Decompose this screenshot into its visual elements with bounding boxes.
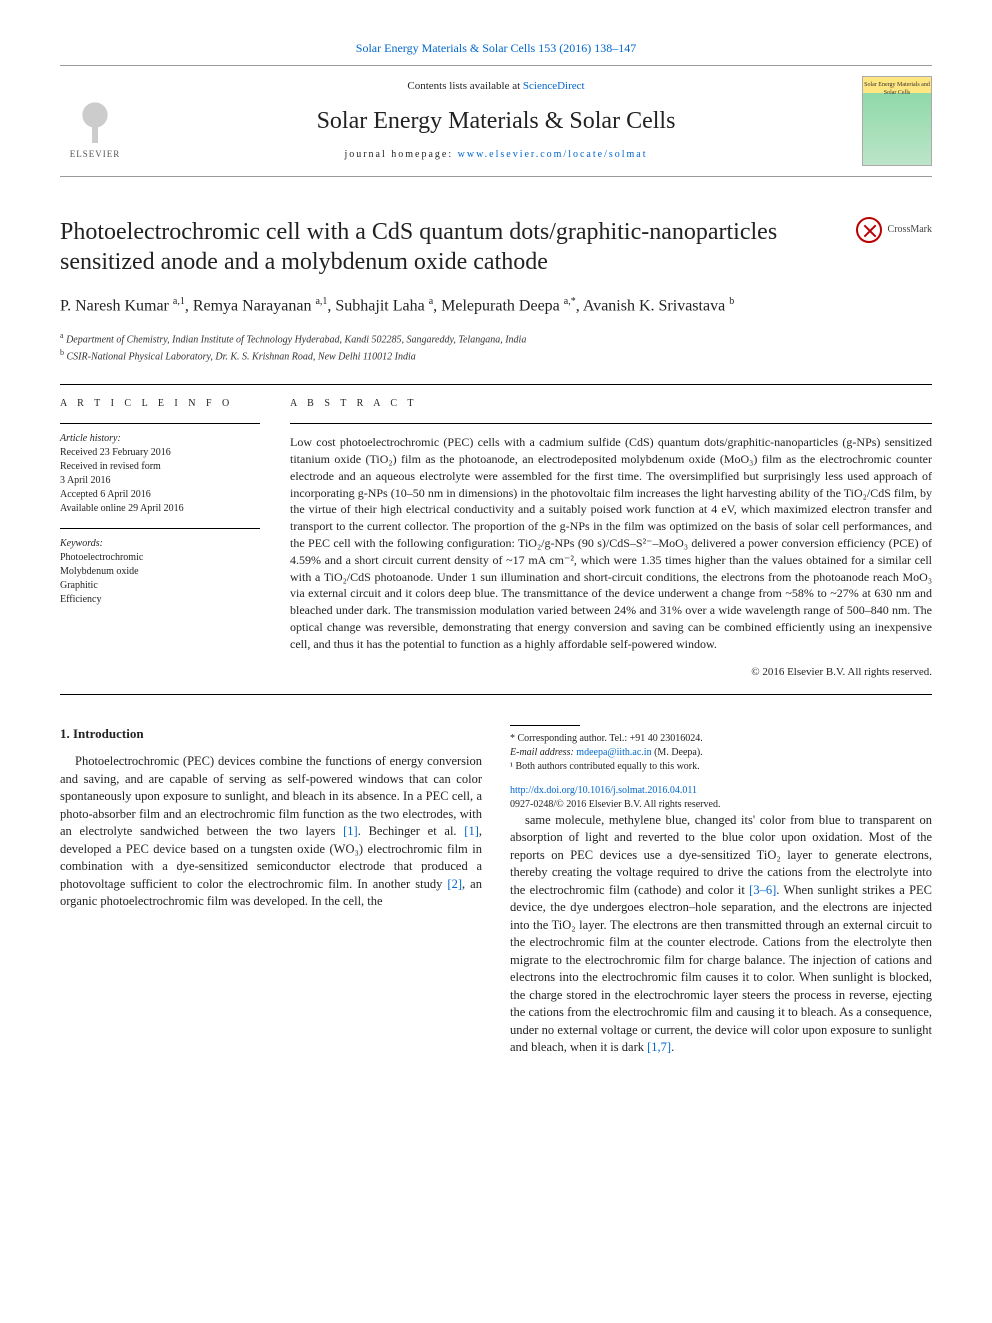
affiliation-b-text: CSIR-National Physical Laboratory, Dr. K… <box>67 351 416 362</box>
history-line: Accepted 6 April 2016 <box>60 488 260 502</box>
body-para-1: Photoelectrochromic (PEC) devices combin… <box>60 753 482 911</box>
history-line: Received 23 February 2016 <box>60 446 260 460</box>
abstract-label: A B S T R A C T <box>290 397 932 411</box>
history-line: Available online 29 April 2016 <box>60 502 260 516</box>
citation-link[interactable]: [2] <box>447 877 462 891</box>
keywords-lines: PhotoelectrochromicMolybdenum oxideGraph… <box>60 551 260 607</box>
header-center: Contents lists available at ScienceDirec… <box>130 79 862 162</box>
info-label: A R T I C L E I N F O <box>60 397 260 411</box>
journal-cover-thumb: Solar Energy Materials and Solar Cells <box>862 76 932 166</box>
divider-bottom <box>60 694 932 695</box>
title-block: Photoelectrochromic cell with a CdS quan… <box>60 217 932 277</box>
info-abstract-row: A R T I C L E I N F O Article history: R… <box>60 397 932 680</box>
corresponding-author: * Corresponding author. Tel.: +91 40 230… <box>510 732 932 746</box>
keywords-block: Keywords: PhotoelectrochromicMolybdenum … <box>60 537 260 607</box>
info-rule <box>60 423 260 424</box>
issue-reference: Solar Energy Materials & Solar Cells 153… <box>60 40 932 57</box>
footnotes: * Corresponding author. Tel.: +91 40 230… <box>510 725 932 812</box>
doi-link[interactable]: http://dx.doi.org/10.1016/j.solmat.2016.… <box>510 785 697 796</box>
page-root: Solar Energy Materials & Solar Cells 153… <box>0 0 992 1097</box>
affiliation-a: a Department of Chemistry, Indian Instit… <box>60 330 932 347</box>
email-suffix: (M. Deepa). <box>654 747 703 758</box>
issn-copyright: 0927-0248/© 2016 Elsevier B.V. All right… <box>510 798 932 812</box>
journal-header: ELSEVIER Contents lists available at Sci… <box>60 65 932 177</box>
history-line: 3 April 2016 <box>60 474 260 488</box>
email-line: E-mail address: mdeepa@iith.ac.in (M. De… <box>510 746 932 760</box>
keyword: Photoelectrochromic <box>60 551 260 565</box>
email-link[interactable]: mdeepa@iith.ac.in <box>576 747 651 758</box>
crossmark-icon <box>856 217 882 243</box>
abstract-copyright: © 2016 Elsevier B.V. All rights reserved… <box>290 665 932 680</box>
keyword: Graphitic <box>60 579 260 593</box>
history-lines: Received 23 February 2016Received in rev… <box>60 446 260 516</box>
divider-top <box>60 384 932 385</box>
affiliation-a-text: Department of Chemistry, Indian Institut… <box>66 334 526 345</box>
doi-line: http://dx.doi.org/10.1016/j.solmat.2016.… <box>510 784 932 798</box>
article-info: A R T I C L E I N F O Article history: R… <box>60 397 260 680</box>
citation-link[interactable]: [1,7] <box>647 1040 671 1054</box>
abstract: A B S T R A C T Low cost photoelectrochr… <box>290 397 932 680</box>
sciencedirect-link[interactable]: ScienceDirect <box>523 80 585 92</box>
article-title: Photoelectrochromic cell with a CdS quan… <box>60 217 820 277</box>
footnotes-rule <box>510 725 580 726</box>
affiliations: a Department of Chemistry, Indian Instit… <box>60 330 932 365</box>
contents-line: Contents lists available at ScienceDirec… <box>130 79 862 94</box>
publisher-logo: ELSEVIER <box>60 81 130 161</box>
crossmark-widget[interactable]: CrossMark <box>856 217 932 243</box>
homepage-prefix: journal homepage: <box>344 149 457 160</box>
citation-link[interactable]: [1] <box>343 824 358 838</box>
citation-link[interactable]: [1] <box>464 824 479 838</box>
elsevier-tree-icon <box>70 93 120 148</box>
history-line: Received in revised form <box>60 460 260 474</box>
abstract-text: Low cost photoelectrochromic (PEC) cells… <box>290 434 932 652</box>
section-heading: 1. Introduction <box>60 725 482 743</box>
email-label: E-mail address: <box>510 747 576 758</box>
history-block: Article history: Received 23 February 20… <box>60 432 260 516</box>
body-para-2: same molecule, methylene blue, changed i… <box>510 812 932 1057</box>
author-list: P. Naresh Kumar a,1, Remya Narayanan a,1… <box>60 295 932 318</box>
homepage-line: journal homepage: www.elsevier.com/locat… <box>130 148 862 162</box>
homepage-link[interactable]: www.elsevier.com/locate/solmat <box>458 149 648 160</box>
contents-prefix: Contents lists available at <box>407 80 522 92</box>
info-rule-2 <box>60 528 260 529</box>
citation-link[interactable]: [3–6] <box>749 883 776 897</box>
keywords-label: Keywords: <box>60 538 103 549</box>
keyword: Efficiency <box>60 593 260 607</box>
cover-text: Solar Energy Materials and Solar Cells <box>864 82 930 96</box>
affiliation-b: b CSIR-National Physical Laboratory, Dr.… <box>60 347 932 364</box>
body-columns: 1. Introduction Photoelectrochromic (PEC… <box>60 725 932 1057</box>
issue-reference-link[interactable]: Solar Energy Materials & Solar Cells 153… <box>356 41 636 55</box>
publisher-name: ELSEVIER <box>70 148 121 161</box>
keyword: Molybdenum oxide <box>60 565 260 579</box>
equal-contrib: ¹ Both authors contributed equally to th… <box>510 760 932 774</box>
history-label: Article history: <box>60 433 121 444</box>
crossmark-label: CrossMark <box>888 223 932 237</box>
abstract-rule <box>290 423 932 424</box>
journal-title: Solar Energy Materials & Solar Cells <box>130 105 862 139</box>
